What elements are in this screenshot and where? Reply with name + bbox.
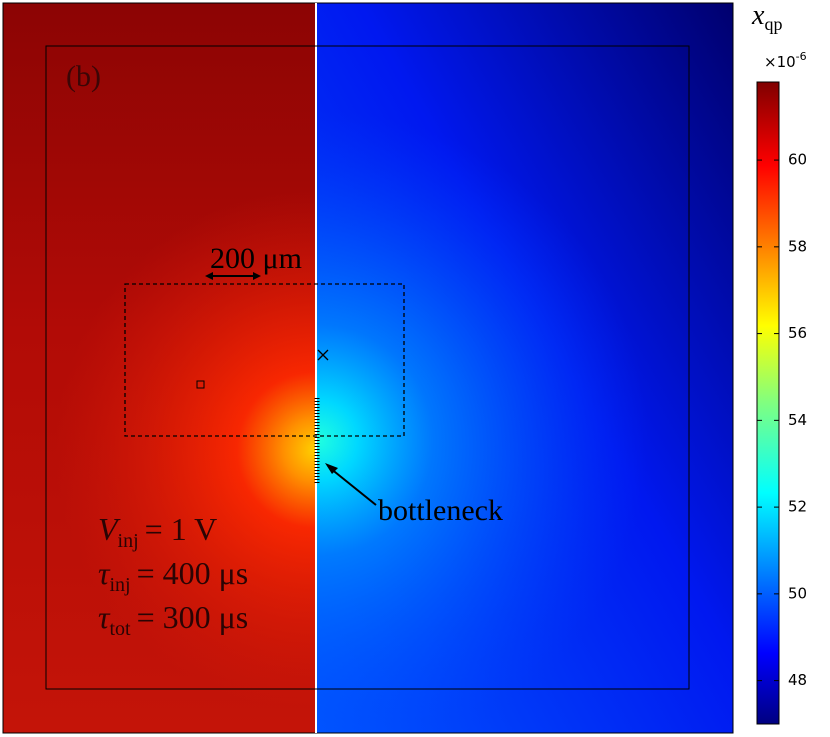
parameter-subscript: inj [109,574,130,596]
parameter-value: = 300 μs [137,599,249,635]
parameter: τtot = 300 μs [98,599,248,640]
panel-label: (b) [66,60,101,93]
colorbar-symbol: x [751,0,765,31]
parameter: τinj = 400 μs [98,555,248,596]
heatmap [2,2,734,734]
parameter-subscript: inj [118,530,139,552]
colorbar-ticks: 48 50 52 54 56 58 60 [757,151,807,689]
parameter-symbol: V [98,511,121,547]
tick-label: 58 [788,237,807,255]
multiplier: ×10 [764,53,796,71]
parameter: Vinj = 1 V [98,511,217,552]
parameter-symbol: τ [98,599,111,635]
parameter-subscript: tot [109,618,131,640]
tick-label: 50 [788,584,807,602]
colorbar [756,81,780,725]
parameter-value: = 400 μs [137,555,249,591]
tick-label: 48 [788,671,807,689]
parameter-symbol: τ [98,555,111,591]
tick-label: 56 [788,324,807,342]
colorbar-subscript: qp [764,14,782,34]
colorbar-label: xqp [751,0,782,34]
tick-label: 60 [788,151,807,169]
tick-label: 54 [788,411,807,429]
annotation: bottleneck [378,494,503,527]
parameter-value: = 1 V [145,511,218,547]
scale-bar-label: 200 μm [210,242,302,275]
tick-label: 52 [788,498,807,516]
exponent: -6 [796,50,807,63]
colorbar-multiplier: ×10-6 [764,50,807,71]
